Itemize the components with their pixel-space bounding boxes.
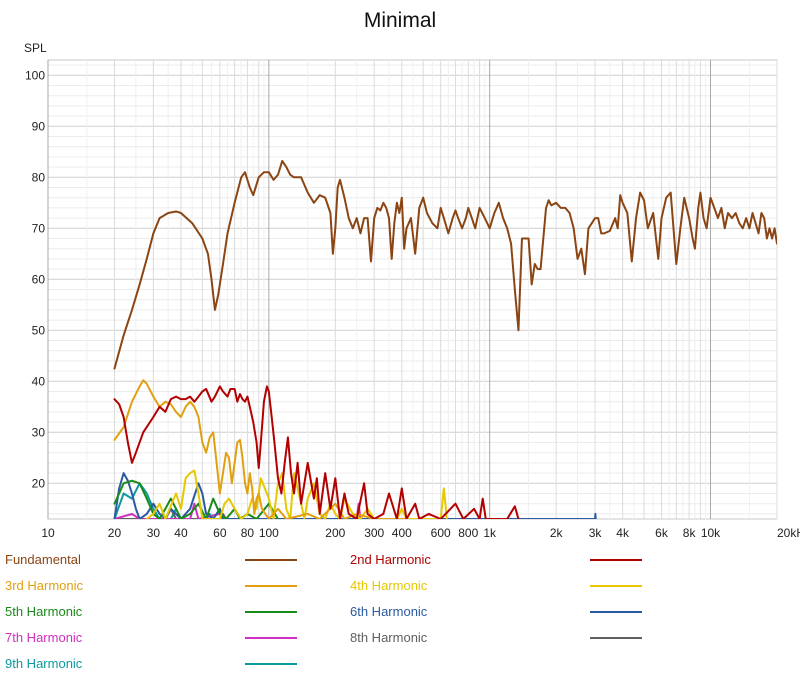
x-tick-label: 2k bbox=[550, 526, 564, 540]
series-line-4th-harmonic bbox=[145, 469, 448, 519]
legend-item: 8th Harmonic bbox=[345, 624, 675, 650]
legend-swatch bbox=[245, 637, 297, 639]
y-tick-label: 40 bbox=[32, 374, 46, 388]
frequency-response-chart: Minimal SPL 20 30 40 50 60 70 80 90 100 10 20 30 40 6… bbox=[24, 9, 800, 540]
x-tick-label: 10k bbox=[701, 526, 721, 540]
legend-swatch bbox=[245, 663, 297, 665]
y-tick-label: 30 bbox=[32, 425, 46, 439]
legend-label: 8th Harmonic bbox=[350, 630, 428, 645]
y-tick-label: 90 bbox=[32, 119, 46, 133]
legend-item: Fundamental bbox=[0, 546, 330, 572]
tick-labels: 20 30 40 50 60 70 80 90 100 10 20 30 40 60 80 100 200 300… bbox=[25, 68, 800, 540]
legend-item: 2nd Harmonic bbox=[345, 546, 675, 572]
legend-label: 3rd Harmonic bbox=[5, 578, 84, 593]
series-lines bbox=[113, 159, 777, 519]
legend-label: 5th Harmonic bbox=[5, 604, 83, 619]
legend-swatch bbox=[245, 559, 297, 561]
legend-label: 7th Harmonic bbox=[5, 630, 83, 645]
chart-title: Minimal bbox=[364, 9, 436, 32]
x-tick-label: 600 bbox=[431, 526, 451, 540]
legend: Fundamental 2nd Harmonic 3rd Harmonic 4th H… bbox=[0, 546, 800, 682]
y-tick-label: 20 bbox=[32, 476, 46, 490]
series-line-3rd-harmonic bbox=[113, 379, 408, 519]
x-tick-label: 8k bbox=[683, 526, 697, 540]
legend-item: 9th Harmonic bbox=[0, 650, 330, 676]
x-tick-label: 20kHz bbox=[777, 526, 800, 540]
legend-label: Fundamental bbox=[5, 552, 81, 567]
series-line-9th-harmonic bbox=[113, 482, 215, 519]
x-tick-label: 1k bbox=[483, 526, 497, 540]
series-line-8th-harmonic bbox=[113, 507, 228, 519]
series-line-fundamental bbox=[113, 159, 777, 370]
legend-item: 6th Harmonic bbox=[345, 598, 675, 624]
legend-item: 3rd Harmonic bbox=[0, 572, 330, 598]
x-tick-label: 4k bbox=[616, 526, 630, 540]
x-tick-label: 60 bbox=[213, 526, 227, 540]
series-line-2nd-harmonic bbox=[113, 385, 520, 519]
grid bbox=[47, 59, 778, 520]
legend-label: 6th Harmonic bbox=[350, 604, 428, 619]
legend-swatch bbox=[590, 585, 642, 587]
x-tick-label: 800 bbox=[458, 526, 478, 540]
legend-swatch bbox=[590, 559, 642, 561]
y-tick-label: 80 bbox=[32, 170, 46, 184]
legend-label: 2nd Harmonic bbox=[350, 552, 431, 567]
x-tick-label: 10 bbox=[41, 526, 55, 540]
x-tick-label: 200 bbox=[325, 526, 345, 540]
y-tick-label: 50 bbox=[32, 323, 46, 337]
legend-label: 9th Harmonic bbox=[5, 656, 83, 671]
x-tick-label: 100 bbox=[259, 526, 279, 540]
x-tick-label: 20 bbox=[108, 526, 122, 540]
legend-swatch bbox=[590, 637, 642, 639]
legend-swatch bbox=[245, 585, 297, 587]
x-tick-label: 300 bbox=[364, 526, 384, 540]
y-axis-label: SPL bbox=[24, 41, 47, 55]
legend-label: 4th Harmonic bbox=[350, 578, 428, 593]
legend-item: 5th Harmonic bbox=[0, 598, 330, 624]
legend-item: 7th Harmonic bbox=[0, 624, 330, 650]
y-tick-label: 60 bbox=[32, 272, 46, 286]
x-tick-label: 80 bbox=[241, 526, 255, 540]
legend-swatch bbox=[590, 611, 642, 613]
y-tick-label: 100 bbox=[25, 68, 45, 82]
y-tick-label: 70 bbox=[32, 221, 46, 235]
x-tick-label: 6k bbox=[655, 526, 669, 540]
x-tick-label: 40 bbox=[174, 526, 188, 540]
legend-swatch bbox=[245, 611, 297, 613]
x-tick-label: 3k bbox=[589, 526, 603, 540]
x-tick-label: 400 bbox=[392, 526, 412, 540]
legend-item: 4th Harmonic bbox=[345, 572, 675, 598]
x-tick-label: 30 bbox=[147, 526, 161, 540]
